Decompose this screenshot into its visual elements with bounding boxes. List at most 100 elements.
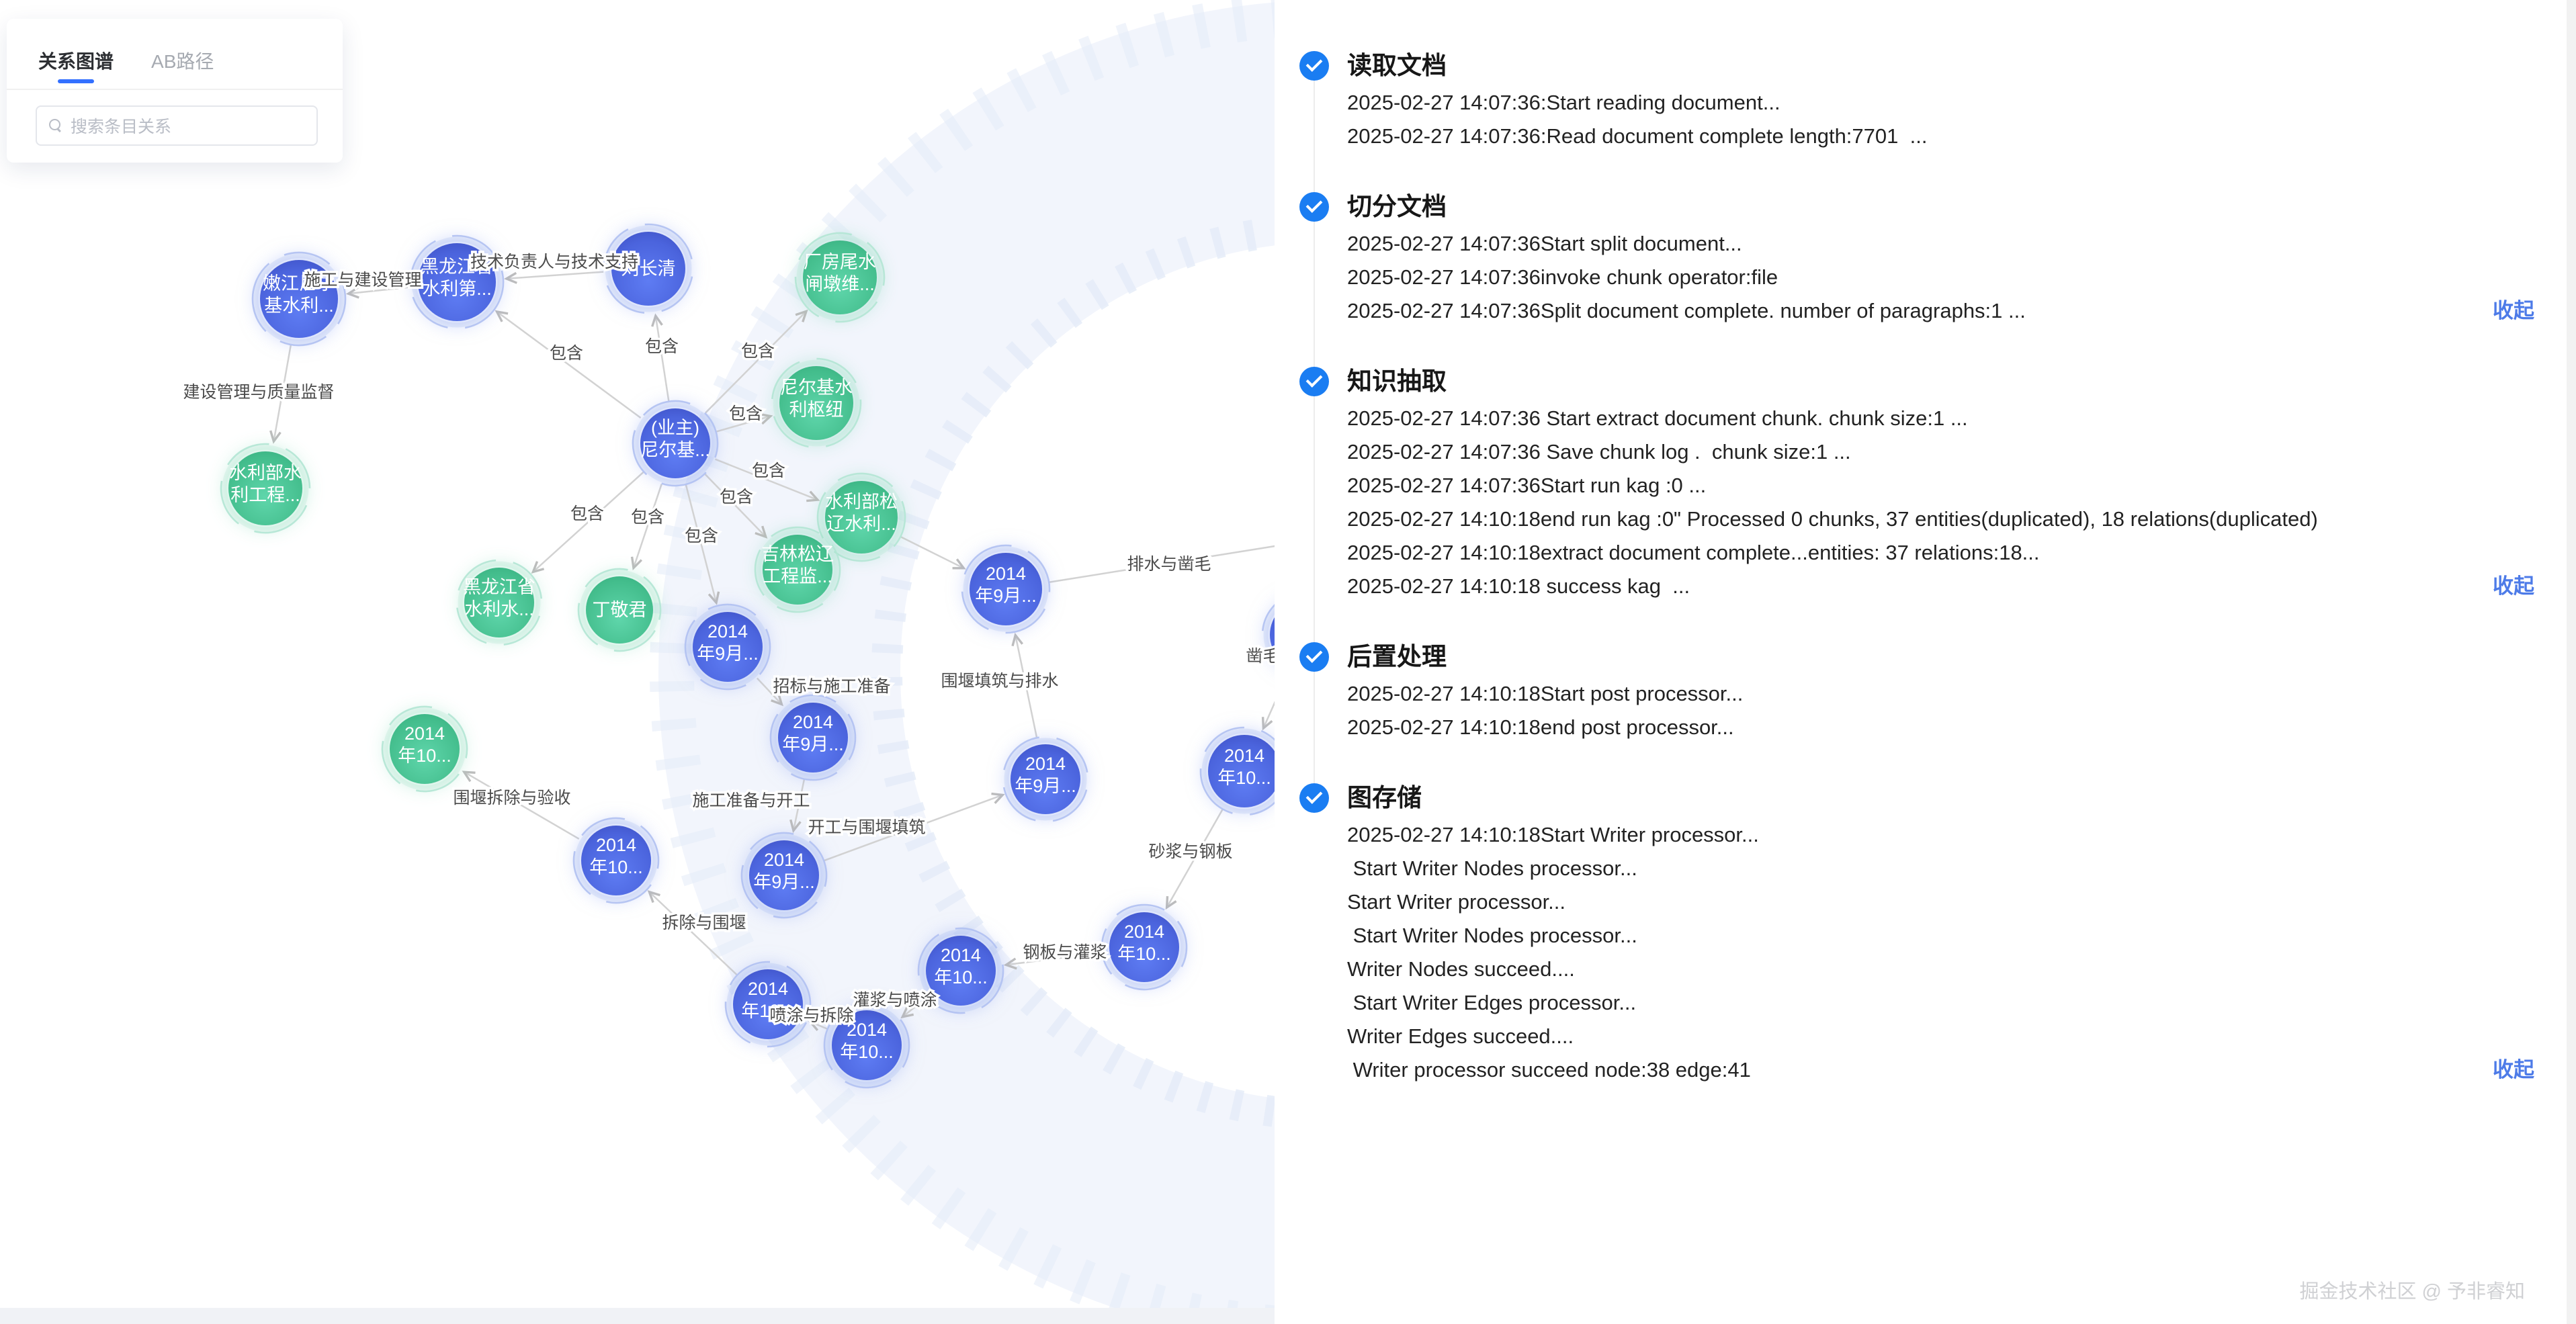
decorative-ring (650, 0, 1275, 1324)
graph-edge-hub-liu (651, 313, 670, 401)
knowledge-graph-canvas[interactable]: 嫩江尼尔基水利... 黑龙江省水利第... 刘长清 厂房尾水闸墩维... 尼尔基水利枢纽… (0, 0, 1275, 1324)
check-icon (1299, 783, 1329, 813)
graph-edge-slb_songliao-d2 (900, 536, 966, 570)
graph-edge-d10-d9 (1003, 951, 1102, 970)
edge-label: 包含 (741, 342, 775, 361)
graph-edge-d11-d8 (647, 890, 738, 975)
search-input[interactable]: 搜索条目关系 (71, 118, 172, 136)
graph-node-nenjiang[interactable]: 嫩江尼尔基水利... (245, 245, 353, 353)
search-box[interactable]: 搜索条目关系 (36, 105, 318, 146)
graph-node-d2[interactable]: 2014 年9月... (945, 529, 1066, 650)
edge-label: 包含 (685, 527, 718, 545)
log-line: Writer Nodes succeed.... (1347, 957, 1575, 981)
log-line: Start Writer Nodes processor... (1347, 856, 1637, 880)
step-0: 读取文档 2025-02-27 14:07:36:Start reading do… (1299, 50, 2567, 153)
graph-edge-nenjiang-slb_sl (269, 345, 292, 444)
graph-node-hlj1[interactable]: 黑龙江省水利第... (398, 223, 517, 342)
graph-node-slb_sl[interactable]: 水利部水利工程... (203, 426, 328, 551)
node-label: 刘长清 (621, 259, 676, 279)
node-label: 丁敬君 (593, 600, 647, 620)
log-line: 2025-02-27 14:10:18 success kag ... (1347, 574, 1690, 598)
edge-label: 包含 (645, 337, 679, 356)
graph-node-slb_songliao[interactable]: 水利部松辽水利... (806, 462, 916, 572)
edge-label: 围堰拆除与验收 (453, 789, 570, 807)
graph-node-d12[interactable]: 2014 年10... (808, 987, 926, 1104)
graph-edge-hub-d1 (685, 484, 720, 605)
edge-label: 包含 (631, 508, 664, 527)
step-2: 知识抽取 2025-02-27 14:07:36 Start extract do… (1299, 366, 2567, 603)
tab-0[interactable]: 关系图谱 (38, 47, 114, 89)
log-line: 2025-02-27 14:07:36:Start reading docume… (1347, 91, 1780, 114)
graph-edge-hub-changfang (705, 309, 808, 414)
graph-node-d1[interactable]: 2014 年9月... (672, 591, 783, 703)
bottom-strip (0, 1308, 1275, 1324)
graph-node-d7[interactable]: 2014 年9月... (724, 815, 844, 935)
graph-node-d10[interactable]: 2014 年10... (1085, 888, 1203, 1006)
graph-panel: 嫩江尼尔基水利... 黑龙江省水利第... 刘长清 厂房尾水闸墩维... 尼尔基水利枢纽… (0, 0, 1275, 1324)
step-logs: 2025-02-27 14:07:36 Start extract docume… (1347, 402, 2567, 603)
graph-node-d6[interactable]: 2014 年10... (366, 690, 484, 808)
node-label: 2014 年9月... (753, 850, 815, 892)
graph-node-ding[interactable]: 丁敬君 (564, 554, 676, 666)
step-title: 图存储 (1347, 784, 1422, 811)
edge-label: 拆除与围堰 (662, 914, 746, 932)
scrollbar[interactable] (2567, 0, 2576, 1324)
graph-edge-c1-d5 (1261, 701, 1275, 731)
graph-node-jilin[interactable]: 吉林松辽工程监... (738, 511, 856, 628)
check-icon (1299, 642, 1329, 672)
step-4: 图存储 2025-02-27 14:10:18Start Writer proce… (1299, 783, 2567, 1087)
node-label: 水利部水利工程... (229, 463, 302, 505)
node-label: (业主)尼尔基... (640, 418, 710, 460)
log-line: Start Writer Edges processor... (1347, 991, 1637, 1014)
step-1: 切分文档 2025-02-27 14:07:36Start split docum… (1299, 191, 2567, 328)
graph-node-changfang[interactable]: 厂房尾水闸墩维... (777, 215, 903, 341)
step-title: 知识抽取 (1347, 367, 1447, 395)
graph-edge-liu-hlj1 (504, 271, 604, 284)
node-label: 吉林松辽工程监... (761, 544, 834, 586)
edge-label: 包含 (720, 488, 753, 506)
graph-node-nierji_sl[interactable]: 尼尔基水利枢纽 (762, 349, 871, 457)
tab-1[interactable]: AB路径 (151, 51, 214, 72)
graph-node-d8[interactable]: 2014 年10... (557, 801, 676, 920)
log-line: 2025-02-27 14:07:36Split document comple… (1347, 299, 2026, 322)
edge-label: 施工与建设管理 (304, 271, 421, 290)
node-label: 2014 年10... (398, 723, 452, 766)
graph-node-liu[interactable]: 刘长清 (594, 214, 703, 323)
watermark: 掘金技术社区 @ 予非睿知 (2299, 1281, 2525, 1303)
node-label: 黑龙江省水利水... (463, 577, 535, 619)
node-label: 2014 年9月... (697, 621, 759, 664)
graph-edge-hub-hlj1 (495, 310, 642, 418)
graph-node-d9[interactable]: 2014 年10... (915, 925, 1007, 1017)
graph-edge-d5-d10 (1165, 809, 1223, 910)
log-line: Start Writer Nodes processor... (1347, 924, 1637, 947)
log-line: 2025-02-27 14:10:18end run kag :0" Proce… (1347, 507, 2318, 531)
collapse-link[interactable]: 收起 (2493, 1058, 2534, 1082)
graph-node-d3[interactable]: 2014 年9月... (755, 679, 871, 796)
graph-node-d5[interactable]: 2014 年10... (1185, 711, 1275, 831)
step-3: 后置处理 2025-02-27 14:10:18Start post proces… (1299, 642, 2567, 744)
edge-label: 砂浆与钢板 (1148, 842, 1232, 861)
collapse-link[interactable]: 收起 (2493, 574, 2534, 598)
graph-edge-d3-d7 (789, 779, 806, 834)
log-line: 2025-02-27 14:10:18Start post processor.… (1347, 682, 1744, 705)
log-line: 2025-02-27 14:07:36 Save chunk log . chu… (1347, 440, 1851, 464)
graph-node-d4[interactable]: 2014 年9月... (993, 727, 1098, 832)
graph-node-hlj2[interactable]: 黑龙江省水利水... (445, 548, 553, 656)
edge-label: 灌浆与喷涂 (853, 991, 937, 1010)
edge-label: 施工准备与开工 (692, 791, 810, 810)
graph-node-d11[interactable]: 2014 年10... (711, 947, 825, 1061)
graph-edge-hub-ding (630, 484, 662, 570)
log-line: 2025-02-27 14:10:18end post processor... (1347, 715, 1734, 739)
log-line: 2025-02-27 14:07:36Start split document.… (1347, 232, 1742, 255)
node-label: 2014 年9月... (782, 712, 844, 754)
graph-node-hub[interactable]: (业主)尼尔基... (615, 384, 735, 503)
step-title: 读取文档 (1347, 52, 1447, 79)
node-label: 嫩江尼尔基水利... (263, 273, 335, 316)
edge-label: 开工与围堰填筑 (808, 818, 925, 837)
edge-label: 排水与凿毛 (1127, 555, 1211, 574)
graph-edge-d7-d4 (824, 792, 1005, 862)
collapse-link[interactable]: 收起 (2493, 299, 2534, 322)
graph-node-c1[interactable] (1258, 588, 1275, 682)
step-title: 后置处理 (1347, 643, 1447, 670)
